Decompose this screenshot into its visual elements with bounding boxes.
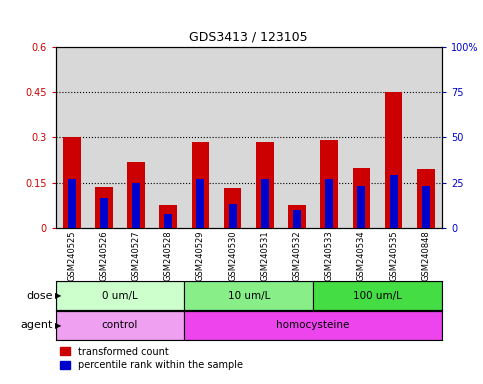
Text: agent: agent bbox=[21, 320, 53, 331]
Bar bbox=[127, 162, 145, 228]
Text: control: control bbox=[102, 320, 138, 331]
Bar bbox=[185, 281, 313, 310]
Text: 10 um/L: 10 um/L bbox=[227, 291, 270, 301]
Bar bbox=[385, 92, 402, 228]
Bar bbox=[68, 179, 76, 228]
Bar bbox=[56, 281, 185, 310]
Bar bbox=[422, 185, 430, 228]
Legend: transformed count, percentile rank within the sample: transformed count, percentile rank withi… bbox=[60, 347, 243, 370]
Bar bbox=[353, 167, 370, 228]
Title: GDS3413 / 123105: GDS3413 / 123105 bbox=[189, 30, 308, 43]
Bar bbox=[63, 137, 81, 228]
Bar bbox=[132, 183, 140, 228]
Bar bbox=[192, 142, 209, 228]
Bar bbox=[56, 311, 185, 340]
Bar bbox=[261, 179, 269, 228]
Text: dose: dose bbox=[27, 291, 53, 301]
Bar bbox=[325, 179, 333, 228]
Bar bbox=[95, 187, 113, 228]
Bar bbox=[228, 204, 237, 228]
Text: 100 um/L: 100 um/L bbox=[353, 291, 402, 301]
Text: ▶: ▶ bbox=[55, 291, 61, 300]
Bar bbox=[390, 175, 398, 228]
Bar bbox=[164, 214, 172, 228]
Text: ▶: ▶ bbox=[55, 321, 61, 330]
Bar bbox=[293, 210, 301, 228]
Bar bbox=[320, 141, 338, 228]
Bar bbox=[224, 188, 242, 228]
Bar bbox=[185, 311, 442, 340]
Bar bbox=[313, 281, 442, 310]
Bar bbox=[159, 205, 177, 228]
Bar bbox=[288, 205, 306, 228]
Bar bbox=[256, 142, 274, 228]
Bar bbox=[197, 179, 204, 228]
Text: homocysteine: homocysteine bbox=[276, 320, 350, 331]
Text: 0 um/L: 0 um/L bbox=[102, 291, 138, 301]
Bar bbox=[357, 185, 366, 228]
Bar bbox=[417, 169, 435, 228]
Bar bbox=[100, 198, 108, 228]
